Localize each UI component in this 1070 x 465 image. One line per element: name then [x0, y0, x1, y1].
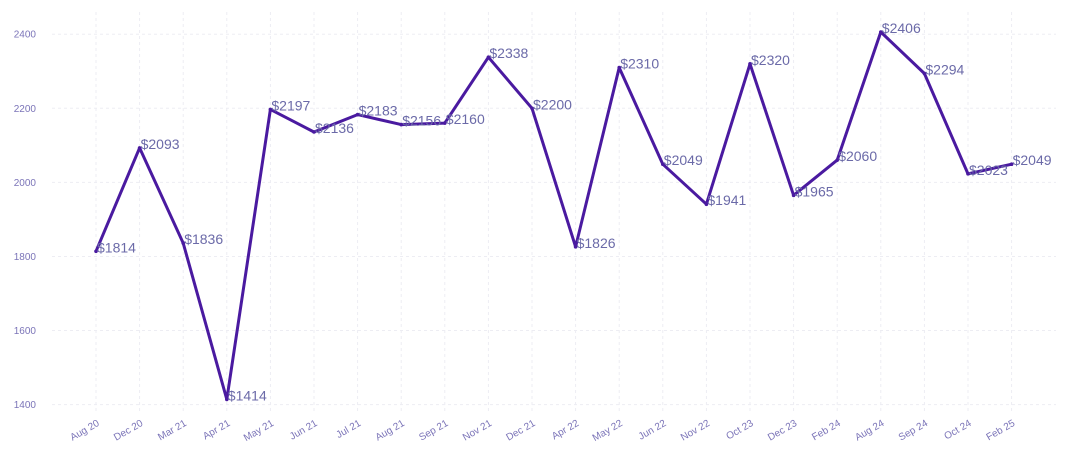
data-point	[791, 193, 796, 198]
data-point	[225, 397, 229, 402]
x-tick-label: Dec 20	[112, 418, 145, 444]
data-label: $2320	[751, 52, 790, 68]
x-tick-label: Sep 24	[897, 418, 930, 444]
data-label: $2406	[882, 20, 921, 36]
data-label: $2049	[1013, 152, 1052, 168]
data-label: $2093	[141, 136, 180, 152]
y-tick-label: 1800	[14, 252, 37, 263]
data-point	[530, 106, 534, 111]
data-point	[835, 158, 839, 162]
x-tick-label: Mar 21	[156, 418, 189, 443]
data-point	[704, 202, 709, 207]
data-label: $1965	[795, 183, 834, 199]
x-tick-label: Oct 24	[942, 418, 973, 442]
y-tick-label: 2400	[14, 30, 37, 41]
data-label: $2049	[664, 152, 703, 168]
data-label: $2197	[271, 97, 310, 113]
data-label: $1941	[707, 192, 746, 208]
data-labels: $1814 $2093 $1836 $1414 $2197 $2136 $2183$2156…	[94, 20, 1052, 403]
y-tick-label: 2200	[14, 104, 37, 115]
data-label: $2136	[315, 120, 354, 136]
x-tick-label: Nov 22	[679, 418, 712, 444]
data-point	[486, 55, 491, 59]
data-label: $2183	[359, 103, 398, 119]
data-point	[137, 146, 142, 150]
data-point	[181, 241, 185, 245]
x-tick-label: Aug 20	[69, 418, 102, 444]
data-point	[879, 30, 883, 34]
data-label: $1826	[577, 235, 616, 251]
x-tick-label: Aug 21	[374, 418, 407, 444]
x-tick-label: Feb 24	[810, 418, 843, 443]
y-axis: 1400 1600 1800 2000 2200 2400	[14, 30, 37, 411]
data-point	[355, 112, 360, 117]
data-point	[268, 107, 273, 112]
x-tick-label: Jul 21	[334, 418, 363, 441]
data-label: $2310	[620, 56, 659, 72]
x-tick-label: Feb 25	[985, 418, 1018, 443]
data-label: $2023	[969, 162, 1008, 178]
data-point	[312, 130, 316, 134]
data-point	[1009, 162, 1014, 167]
data-point	[617, 65, 621, 70]
data-label: $1414	[228, 387, 267, 403]
data-point	[399, 122, 404, 127]
x-tick-label: Oct 23	[724, 418, 755, 442]
x-tick-label: Jun 22	[637, 418, 669, 443]
data-label: $1814	[97, 239, 136, 255]
x-axis: Aug 20 Dec 20 Mar 21 Apr 21 May 21 Jun 21 Jul …	[69, 418, 1018, 444]
y-tick-label: 2000	[14, 178, 37, 189]
x-tick-label: Nov 21	[461, 418, 494, 444]
x-tick-label: Dec 21	[505, 418, 538, 444]
data-point	[443, 121, 447, 125]
data-point	[922, 71, 927, 76]
grid	[52, 12, 1056, 412]
data-point	[661, 162, 665, 167]
series-line	[94, 30, 1014, 401]
data-point	[94, 249, 98, 254]
data-label: $1836	[184, 231, 223, 247]
data-label: $2294	[925, 61, 964, 77]
data-point	[748, 62, 752, 66]
data-point	[573, 245, 578, 249]
data-label: $2200	[533, 96, 572, 112]
data-label: $2338	[489, 45, 528, 61]
data-point	[966, 172, 970, 176]
x-tick-label: Dec 23	[766, 418, 799, 444]
x-tick-label: Jun 21	[288, 418, 320, 443]
x-tick-label: May 22	[591, 418, 625, 444]
x-tick-label: Apr 22	[550, 418, 581, 442]
x-tick-label: Apr 21	[201, 418, 232, 442]
data-label: $2156	[402, 113, 441, 129]
data-label: $2160	[446, 111, 485, 127]
y-tick-label: 1400	[14, 400, 37, 411]
data-label: $2060	[838, 148, 877, 164]
x-tick-label: Aug 24	[853, 418, 886, 444]
x-tick-label: Sep 21	[417, 418, 450, 444]
y-tick-label: 1600	[14, 326, 37, 337]
x-tick-label: May 21	[242, 418, 276, 444]
